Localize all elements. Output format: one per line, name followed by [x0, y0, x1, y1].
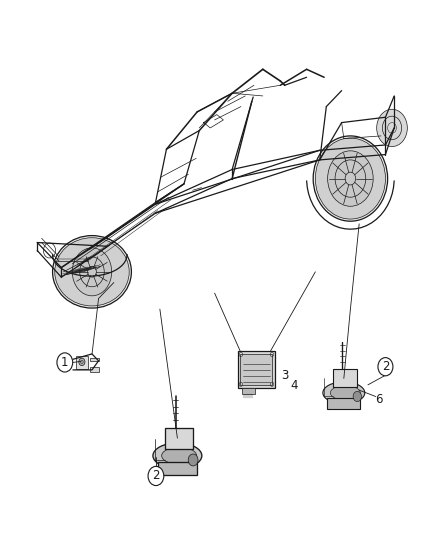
- FancyBboxPatch shape: [240, 354, 272, 385]
- Circle shape: [148, 466, 164, 486]
- Circle shape: [377, 109, 407, 147]
- Text: 6: 6: [375, 393, 383, 406]
- Bar: [90, 358, 99, 361]
- Text: 4: 4: [290, 379, 298, 392]
- Ellipse shape: [55, 238, 129, 306]
- Ellipse shape: [53, 236, 131, 308]
- Circle shape: [328, 151, 373, 206]
- FancyBboxPatch shape: [158, 462, 197, 475]
- Circle shape: [378, 358, 393, 376]
- Ellipse shape: [153, 443, 202, 469]
- FancyBboxPatch shape: [333, 369, 357, 387]
- Bar: [90, 367, 99, 372]
- Circle shape: [188, 454, 198, 466]
- Ellipse shape: [313, 136, 388, 221]
- Bar: [242, 388, 255, 394]
- Ellipse shape: [330, 385, 360, 400]
- Circle shape: [72, 248, 112, 296]
- Circle shape: [57, 353, 73, 372]
- FancyBboxPatch shape: [238, 351, 275, 388]
- FancyBboxPatch shape: [165, 428, 193, 449]
- Ellipse shape: [162, 447, 197, 464]
- FancyBboxPatch shape: [327, 398, 360, 409]
- Circle shape: [353, 391, 361, 401]
- Circle shape: [79, 358, 85, 366]
- Text: 2: 2: [381, 360, 389, 373]
- Ellipse shape: [315, 138, 385, 219]
- Text: 2: 2: [152, 470, 160, 482]
- Text: 3: 3: [281, 369, 288, 382]
- Text: 1: 1: [61, 356, 69, 369]
- Ellipse shape: [323, 382, 365, 404]
- FancyBboxPatch shape: [76, 356, 88, 369]
